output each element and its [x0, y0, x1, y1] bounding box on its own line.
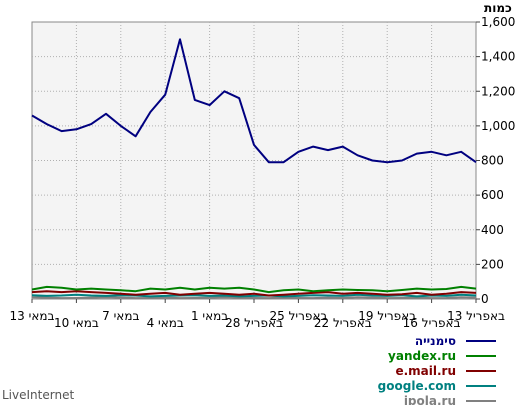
series-line — [31, 296, 477, 300]
x-tick-label: 13 במאי — [10, 309, 55, 323]
x-tick-label: 7 במאי — [102, 309, 139, 323]
legend: סימנייהyandex.rue.mail.rugoogle.comipola… — [378, 334, 496, 405]
x-tick-label: 16 באפריל — [403, 316, 461, 330]
y-tick-label: 400 — [481, 223, 504, 237]
y-tick-label: 1,400 — [481, 50, 515, 64]
gridlines — [32, 22, 476, 299]
y-tick-label: 1,200 — [481, 84, 515, 98]
x-tick-label: 1 במאי — [191, 309, 228, 323]
x-tick-label: 25 באפריל — [269, 309, 327, 323]
series-line — [31, 38, 477, 164]
series-line — [31, 293, 477, 298]
y-tick-label: 600 — [481, 188, 504, 202]
legend-label: e.mail.ru — [395, 364, 456, 378]
y-tick-label: 800 — [481, 154, 504, 168]
y-tick-label: 1,600 — [481, 15, 515, 29]
legend-label: ipola.ru — [404, 394, 456, 405]
x-tick-label: 22 באפריל — [314, 316, 372, 330]
y-tick-label: 0 — [481, 292, 489, 306]
brand-label: LiveInternet — [2, 388, 74, 402]
series-lines — [31, 38, 477, 300]
y-tick-label: 200 — [481, 257, 504, 271]
series-line — [31, 285, 477, 294]
x-tick-label: 4 במאי — [147, 316, 184, 330]
y-tick-label: 1,000 — [481, 119, 515, 133]
legend-label: google.com — [378, 379, 456, 393]
x-tick-label: 19 באפריל — [358, 309, 416, 323]
x-tick-label: 13 באפריל — [447, 309, 505, 323]
legend-label: סימנייה — [415, 334, 456, 348]
y-axis-title: כמות — [484, 1, 512, 15]
x-tick-label: 10 במאי — [54, 316, 99, 330]
legend-label: yandex.ru — [388, 349, 456, 363]
series-line — [31, 290, 477, 297]
x-tick-label: 28 באפריל — [225, 316, 283, 330]
y-axis-ticks: 0 200 400 600 800 1,000 1,200 1,400 1,600 — [476, 15, 515, 306]
